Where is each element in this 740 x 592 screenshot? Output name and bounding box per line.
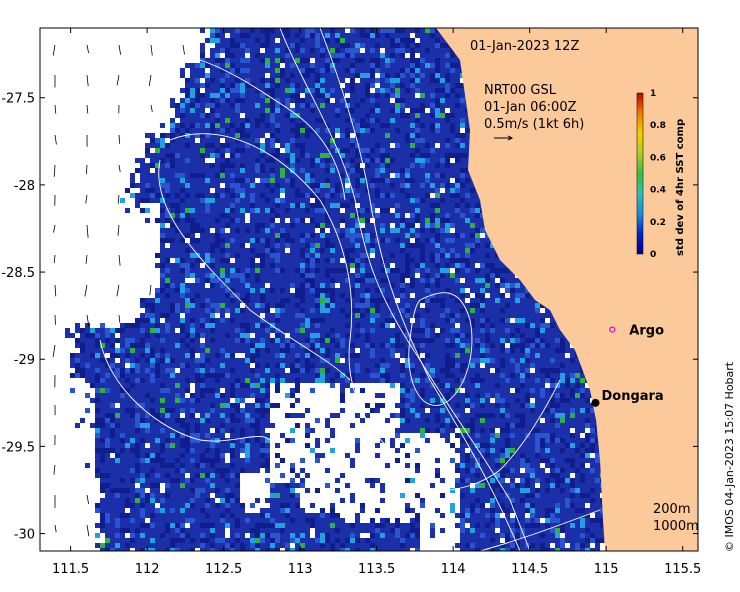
y-tick-label-1: -28 bbox=[14, 179, 35, 194]
current-product-label: NRT00 GSL bbox=[484, 83, 557, 98]
x-tick-label-8: 115.5 bbox=[664, 562, 701, 577]
y-tick-label-4: -29.5 bbox=[1, 440, 35, 455]
x-tick-label-7: 115 bbox=[594, 562, 619, 577]
x-tick-label-2: 112.5 bbox=[205, 562, 242, 577]
x-tick-label-1: 112 bbox=[135, 562, 160, 577]
y-tick-label-5: -30 bbox=[14, 528, 35, 543]
x-tick-label-6: 114.5 bbox=[511, 562, 548, 577]
place-marker-dongara bbox=[591, 398, 600, 407]
y-tick-label-2: -28.5 bbox=[1, 266, 35, 281]
x-tick-label-0: 111.5 bbox=[52, 562, 89, 577]
colorbar-tick-label-4: 0.8 bbox=[650, 121, 666, 131]
map-timestamp: 01-Jan-2023 12Z bbox=[470, 39, 579, 54]
contour-label-200m: 200m bbox=[653, 502, 690, 517]
place-markers: Argo Dongara bbox=[591, 324, 664, 407]
vector-scale-label: 0.5m/s (1kt 6h) bbox=[484, 117, 584, 132]
colorbar-ticks: 0 0.2 0.4 0.6 0.8 1 bbox=[650, 89, 666, 260]
current-vectors bbox=[52, 44, 185, 537]
contour-label-1000m: 1000m bbox=[653, 519, 699, 534]
place-label-dongara: Dongara bbox=[601, 389, 663, 404]
vector-scale-arrow bbox=[494, 135, 514, 141]
x-axis: 111.5 112 112.5 113 113.5 114 114.5 115 115.5 bbox=[52, 28, 701, 577]
colorbar-tick-label-0: 0 bbox=[650, 250, 656, 260]
y-tick-label-3: -29 bbox=[14, 353, 35, 368]
colorbar-tick-label-5: 1 bbox=[650, 89, 656, 99]
x-tick-label-3: 113 bbox=[288, 562, 313, 577]
place-marker-argo bbox=[609, 326, 616, 333]
current-time-label: 01-Jan 06:00Z bbox=[484, 100, 577, 115]
colorbar-gradient bbox=[636, 92, 644, 255]
land-mass bbox=[436, 28, 698, 551]
x-tick-label-4: 113.5 bbox=[358, 562, 395, 577]
bathymetry-contours bbox=[99, 28, 601, 551]
place-label-argo: Argo bbox=[629, 324, 664, 339]
y-axis: -27.5 -28 -28.5 -29 -29.5 -30 bbox=[1, 92, 698, 543]
colorbar-tick-label-3: 0.6 bbox=[650, 153, 666, 163]
x-tick-label-5: 114 bbox=[441, 562, 466, 577]
imos-credit: © IMOS 04-Jan-2023 15:07 Hobart bbox=[723, 361, 736, 552]
colorbar-tick-label-2: 0.4 bbox=[650, 186, 666, 196]
y-tick-label-0: -27.5 bbox=[1, 92, 35, 107]
colorbar-title: std dev of 4hr SST comp bbox=[675, 119, 686, 256]
plot-frame bbox=[39, 27, 699, 552]
colorbar-tick-label-1: 0.2 bbox=[650, 218, 666, 228]
colorbar: 0 0.2 0.4 0.6 0.8 1 std dev of 4hr SST comp bbox=[636, 89, 686, 260]
